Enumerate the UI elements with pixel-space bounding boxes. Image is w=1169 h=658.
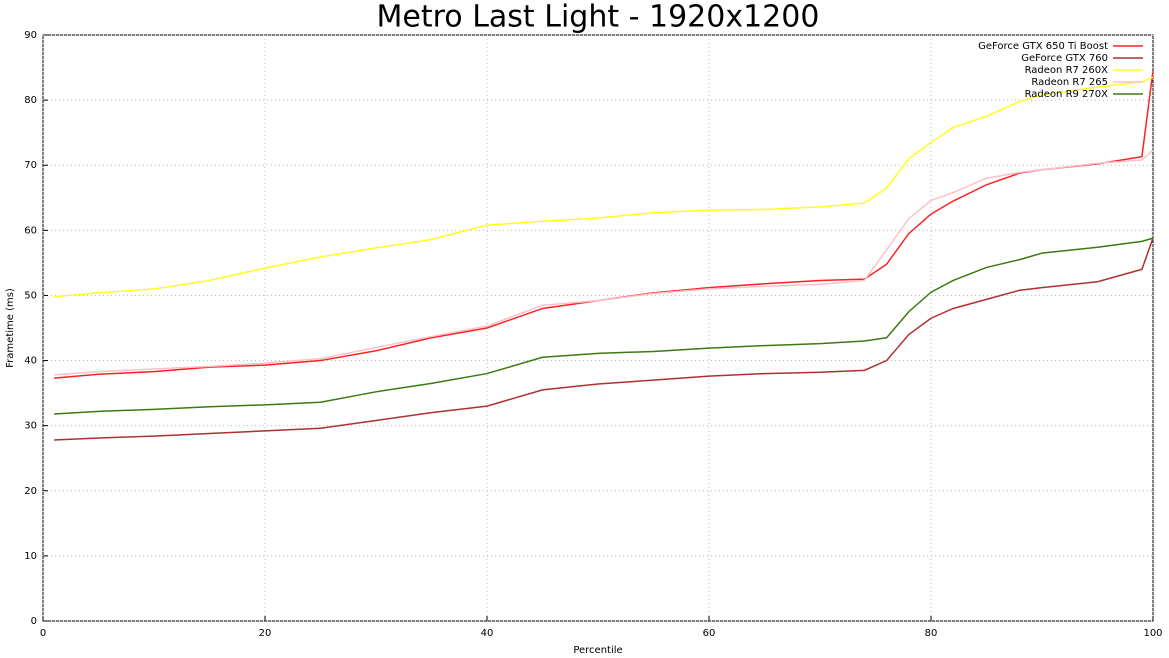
series-line	[54, 237, 1154, 415]
series-line	[54, 237, 1154, 441]
x-tick-label: 0	[40, 628, 46, 639]
plot-frame	[42, 34, 1154, 622]
y-tick-label: 60	[24, 225, 37, 236]
x-tick-label: 40	[481, 628, 494, 639]
y-tick-label: 10	[24, 551, 37, 562]
series-line	[54, 70, 1154, 379]
y-axis-label: Frametime (ms)	[5, 288, 16, 368]
y-tick-label: 20	[24, 486, 37, 497]
x-axis-label: Percentile	[573, 645, 622, 656]
x-tick-label: 20	[259, 628, 272, 639]
series-line	[54, 76, 1154, 298]
legend-label: Radeon R7 260X	[1025, 65, 1109, 76]
y-tick-label: 40	[24, 356, 37, 367]
legend-label: GeForce GTX 650 Ti Boost	[978, 41, 1108, 52]
y-tick-label: 30	[24, 421, 37, 432]
legend-label: Radeon R9 270X	[1025, 89, 1109, 100]
y-tick-label: 50	[24, 290, 37, 301]
y-tick-label: 80	[24, 95, 37, 106]
y-tick-label: 90	[24, 30, 37, 41]
x-tick-label: 80	[925, 628, 938, 639]
chart-title: Metro Last Light - 1920x1200	[377, 0, 820, 35]
y-tick-label: 70	[24, 160, 37, 171]
x-tick-label: 60	[703, 628, 716, 639]
x-tick-label: 100	[1143, 628, 1162, 639]
y-tick-label: 0	[31, 616, 37, 627]
legend-label: GeForce GTX 760	[1021, 53, 1108, 64]
series-line	[54, 149, 1154, 376]
legend-label: Radeon R7 265	[1031, 77, 1108, 88]
